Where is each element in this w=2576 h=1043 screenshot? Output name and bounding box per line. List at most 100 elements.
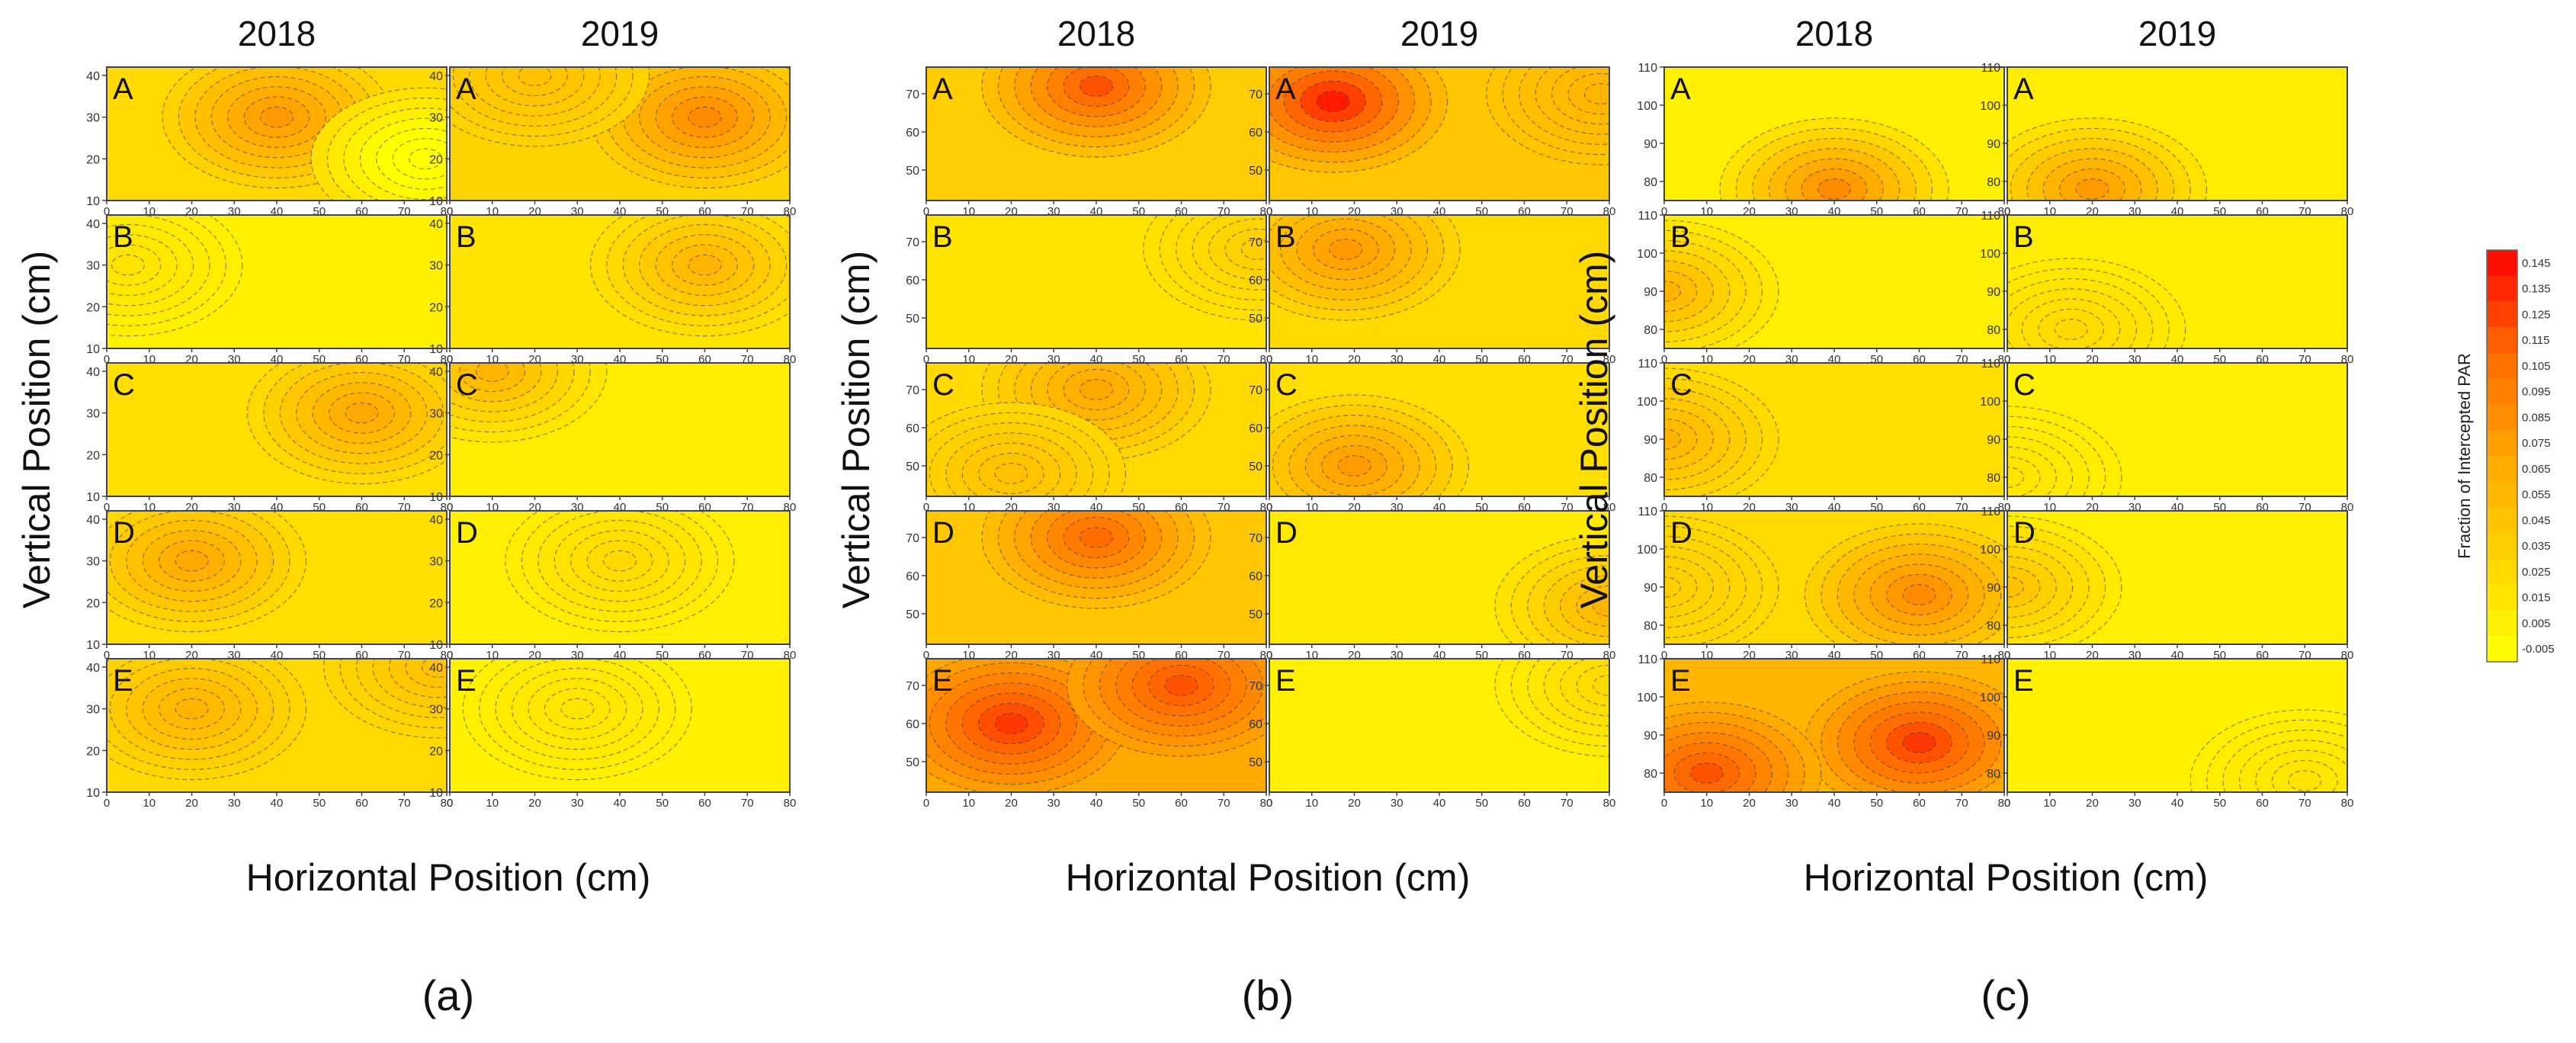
subplot-letter: C: [113, 368, 135, 402]
y-tick-label: 100: [1637, 544, 1657, 557]
heatmap-field: [589, 215, 790, 337]
heatmap-field: [1494, 659, 1609, 757]
y-tick-label: 40: [86, 662, 100, 675]
x-tick-label: 50: [1132, 797, 1145, 810]
contour-level: [1316, 91, 1350, 112]
x-tick-label: 80: [2341, 797, 2354, 810]
y-tick-label: 90: [1644, 138, 1657, 151]
y-tick-label: 80: [1987, 768, 2000, 781]
contour-level: [1583, 83, 1609, 104]
panel-label-c: (c): [1981, 971, 2030, 1019]
contour-level: [688, 106, 722, 128]
y-tick-label: 80: [1644, 620, 1657, 633]
colorbar-tick-label: 0.135: [2522, 283, 2551, 296]
y-tick-label: 90: [1644, 730, 1657, 743]
subplot-letter: E: [1670, 664, 1691, 698]
y-tick-label: 10: [429, 195, 443, 208]
panel-b: 2018 2019 Vertical Position (cm) A 50 60 70 0 10…: [835, 14, 1616, 1019]
y-tick-label: 30: [86, 556, 100, 569]
y-tick-label: 30: [86, 260, 100, 273]
colorbar-segment: [2487, 404, 2517, 431]
colorbar-segment: [2487, 610, 2517, 637]
colorbar-frame: [2486, 249, 2518, 663]
contour-level: [1079, 527, 1114, 548]
colorbar-segment: [2487, 533, 2517, 560]
x-tick-label: 10: [143, 797, 156, 810]
heatmap-field: [1719, 117, 1949, 201]
subplot-letter: C: [1275, 368, 1298, 402]
x-axis-label: Horizontal Position (cm): [246, 856, 651, 899]
contour-level: [1329, 239, 1363, 260]
y-tick-label: 80: [1987, 472, 2000, 485]
colorbar-tick-label: 0.005: [2522, 617, 2551, 630]
x-tick-label: 20: [1005, 797, 1018, 810]
y-tick-label: 110: [1638, 505, 1657, 518]
subplot-letter: B: [932, 220, 953, 254]
y-tick-label: 100: [1637, 396, 1657, 409]
y-tick-label: 20: [86, 597, 100, 610]
x-tick-label: 20: [185, 797, 198, 810]
y-tick-label: 110: [1638, 62, 1657, 75]
contour-level: [409, 148, 443, 170]
y-tick-label: 100: [1980, 692, 2000, 704]
x-tick-label: 0: [1661, 501, 1667, 514]
x-tick-label: 20: [528, 797, 541, 810]
x-tick-label: 0: [923, 353, 929, 366]
y-tick-label: 30: [429, 556, 443, 569]
x-tick-label: 10: [962, 797, 975, 810]
heatmap-field: [1269, 394, 1470, 496]
x-tick-label: 0: [447, 649, 453, 662]
x-tick-label: 0: [1661, 649, 1667, 662]
x-tick-label: 10: [1305, 797, 1318, 810]
subplot-letter: B: [1670, 220, 1691, 254]
colorbar-tick-label: 0.035: [2522, 540, 2551, 553]
contour-level: [2075, 178, 2109, 200]
x-tick-label: 40: [1433, 797, 1446, 810]
colorbar-segment: [2487, 456, 2517, 483]
y-tick-label: 70: [1249, 532, 1262, 545]
x-tick-label: 70: [1561, 797, 1574, 810]
x-tick-label: 0: [104, 797, 110, 810]
x-tick-label: 20: [1743, 797, 1756, 810]
subplot-letter: A: [932, 72, 953, 106]
subplot-letter: C: [456, 368, 478, 402]
y-tick-label: 20: [86, 745, 100, 758]
y-tick-label: 30: [429, 112, 443, 125]
year-label-2019: 2019: [581, 14, 659, 53]
x-tick-label: 50: [656, 797, 669, 810]
y-tick-label: 20: [86, 301, 100, 314]
y-tick-label: 60: [1249, 718, 1262, 731]
y-tick-label: 30: [429, 704, 443, 717]
y-tick-label: 20: [86, 153, 100, 166]
y-tick-label: 50: [906, 756, 919, 769]
y-tick-label: 90: [1987, 582, 2000, 595]
colorbar-segment: [2487, 275, 2517, 302]
heatmap-field: [2007, 258, 2186, 348]
y-tick-label: 70: [906, 532, 919, 545]
y-tick-label: 30: [429, 408, 443, 421]
x-tick-label: 30: [1785, 797, 1798, 810]
y-tick-label: 60: [906, 570, 919, 583]
y-tick-label: 10: [86, 491, 100, 504]
x-tick-label: 30: [1047, 797, 1060, 810]
year-label-2018: 2018: [238, 14, 316, 53]
contour-level: [475, 363, 509, 382]
year-label-2018: 2018: [1057, 14, 1135, 53]
x-tick-label: 0: [447, 205, 453, 218]
contour-level: [518, 67, 552, 86]
x-tick-label: 80: [1603, 797, 1616, 810]
y-tick-label: 20: [429, 153, 443, 166]
y-tick-label: 50: [1249, 461, 1262, 473]
y-tick-label: 110: [1638, 358, 1657, 371]
year-label-2019: 2019: [2138, 14, 2216, 53]
heatmap-field: [107, 511, 307, 633]
x-tick-label: 60: [355, 797, 368, 810]
colorbar-tick-label: 0.115: [2522, 334, 2549, 347]
x-tick-label: 0: [1266, 797, 1272, 810]
